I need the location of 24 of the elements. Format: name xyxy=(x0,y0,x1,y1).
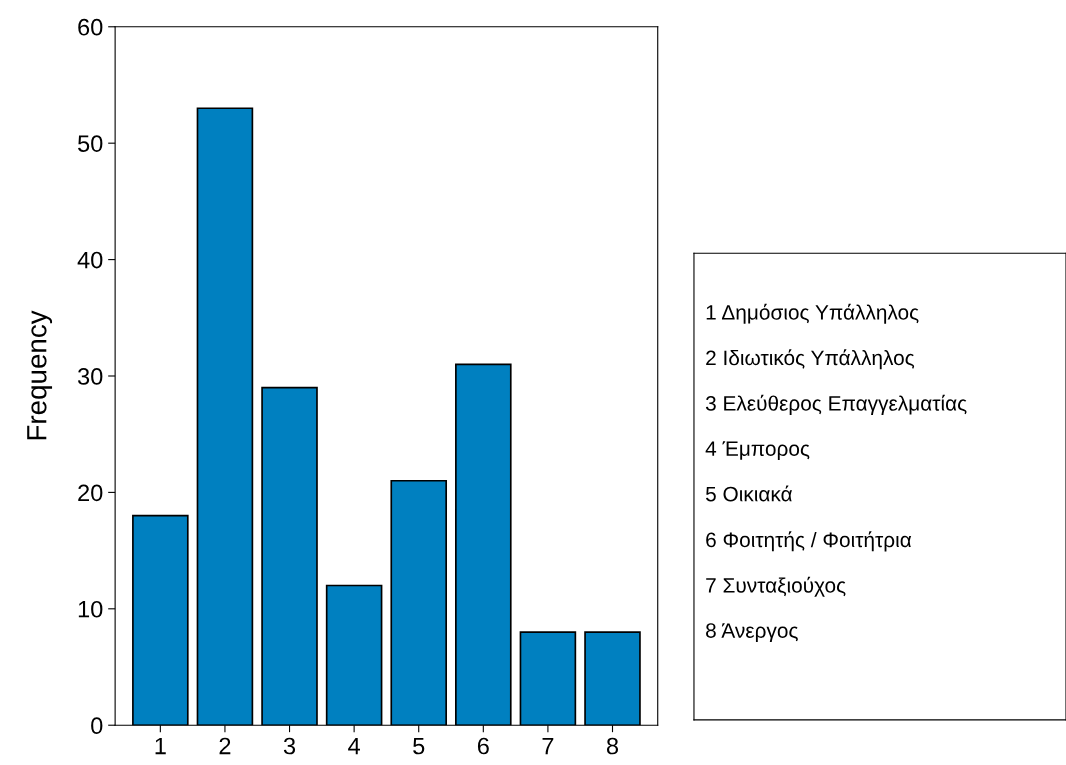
x-tick-label: 4 xyxy=(348,737,360,755)
text: 8 Άνεργος xyxy=(706,623,798,643)
text: 1 Δημόσιος Υπάλληλος xyxy=(706,303,919,324)
x-tick-label: 3 xyxy=(283,737,296,755)
text: 6 Φοιτητής / Φοιτήτρια xyxy=(706,531,912,552)
text: 2 Ιδιωτικός Υπάλληλος xyxy=(706,349,915,370)
x-tick-label: 7 xyxy=(542,737,554,755)
y-tick-label: 0 xyxy=(91,717,103,735)
text: 5 Οικιακά xyxy=(705,485,793,502)
y-axis-title: Frequency xyxy=(27,310,53,440)
text: 3 Ελεύθερος Επαγγελματίας xyxy=(705,394,967,415)
y-tick-label: 60 xyxy=(78,18,103,36)
x-tick-label: 1 xyxy=(155,737,166,755)
y-tick-label: 50 xyxy=(78,135,103,152)
text: 4 Έμπορος xyxy=(705,441,810,461)
text: 7 Συνταξιούχος xyxy=(706,576,846,597)
y-tick-label: 10 xyxy=(78,600,103,618)
x-tick-label: 6 xyxy=(477,737,489,755)
x-tick-label: 8 xyxy=(606,737,619,755)
y-tick-label: 40 xyxy=(77,251,103,269)
x-tick-label: 5 xyxy=(413,737,425,755)
x-tick-label: 2 xyxy=(219,737,231,755)
y-tick-label: 30 xyxy=(77,368,103,385)
y-tick-label: 20 xyxy=(78,484,103,502)
